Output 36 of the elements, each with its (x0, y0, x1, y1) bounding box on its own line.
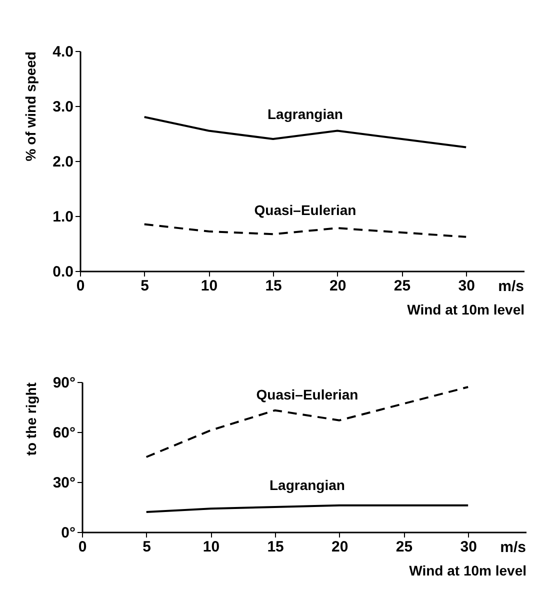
y-tick-label: 1.0 (52, 208, 74, 226)
x-axis-title: Wind at 10m level (407, 302, 524, 318)
x-axis-title: Wind at 10m level (409, 562, 526, 578)
x-tick-label: 20 (330, 278, 346, 294)
text: m/s (498, 278, 524, 295)
x-tick-label: 25 (396, 538, 413, 556)
y-tick-label: 0.0 (52, 264, 74, 280)
y-tick-label: 3.0 (52, 98, 74, 116)
x-tick-label: 0 (76, 278, 85, 294)
line-series (143, 223, 468, 238)
text: m/s (500, 539, 526, 556)
x-tick-label: 0 (78, 538, 87, 556)
y-tick-label: 2.0 (52, 154, 74, 170)
line-series (145, 386, 470, 458)
series-label: Lagrangian (267, 106, 343, 122)
x-tick-label: 30 (458, 278, 475, 294)
y-tick-label: 0° (61, 524, 76, 542)
y-tick-label: 60° (52, 424, 76, 442)
x-tick-label: 25 (394, 278, 411, 294)
line-series (145, 504, 470, 513)
y-axis-title: to the right (22, 382, 39, 456)
series-label: Lagrangian (269, 477, 345, 494)
y-tick-label: 30° (52, 474, 76, 492)
y-tick-label: 4.0 (52, 44, 74, 60)
x-tick-label: 5 (142, 538, 152, 556)
x-tick-label: 5 (140, 278, 150, 294)
y-axis-title: % of wind speed (22, 52, 39, 162)
x-tick-label: 20 (332, 538, 348, 556)
x-tick-label: 15 (265, 278, 282, 294)
series-label: Quasi–Eulerian (256, 386, 358, 402)
x-tick-label: 15 (267, 538, 284, 556)
series-label: Quasi–Eulerian (254, 202, 356, 218)
x-tick-label: 30 (460, 538, 477, 556)
x-tick-label: 10 (202, 538, 220, 556)
x-tick-label: 10 (200, 278, 218, 294)
y-tick-label: 90° (52, 374, 76, 392)
